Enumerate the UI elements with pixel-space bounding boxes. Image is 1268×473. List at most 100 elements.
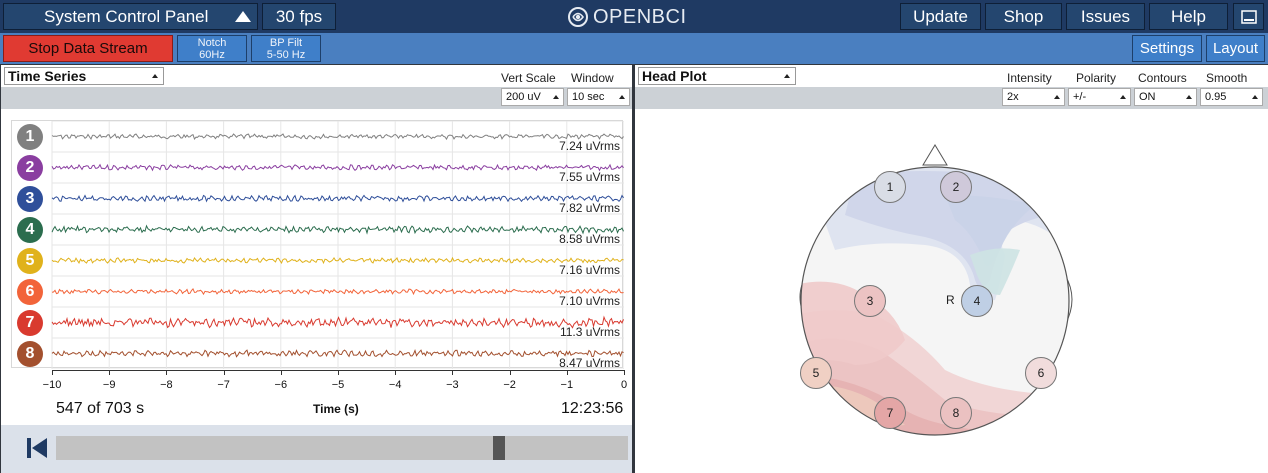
issues-button[interactable]: Issues	[1066, 3, 1145, 30]
axis-tick-label: −5	[331, 379, 345, 391]
electrode-7: 7	[874, 397, 906, 429]
contours-label: Contours	[1138, 71, 1187, 85]
update-button[interactable]: Update	[900, 3, 981, 30]
bandpass-value: 5-50 Hz	[266, 48, 306, 61]
window-button[interactable]	[1233, 3, 1264, 30]
channel-6-rms: 7.10 uVrms	[559, 293, 620, 308]
contours-value: ON	[1139, 91, 1156, 103]
nose-shape	[922, 144, 948, 166]
help-button[interactable]: Help	[1149, 3, 1228, 30]
window-label: Window	[571, 71, 614, 85]
channel-4-rms: 8.58 uVrms	[559, 231, 620, 246]
widget-select-head-plot[interactable]: Head Plot	[638, 67, 796, 85]
time-series-traces	[51, 121, 624, 369]
time-series-plot[interactable]: 1 7.24 uVrms 2 7.55 uVrms 3 7.82 uVrms 4 8.58 u…	[11, 120, 624, 370]
smooth-value: 0.95	[1205, 91, 1227, 103]
electrode-6: 6	[1025, 357, 1057, 389]
axis-tick	[52, 370, 53, 375]
polarity-label: Polarity	[1076, 71, 1117, 85]
vert-scale-label: Vert Scale	[501, 71, 556, 85]
channel-6-trace	[51, 288, 624, 296]
vert-scale-dropdown[interactable]: 200 uV	[501, 88, 564, 106]
control-toolbar: Stop Data Stream Notch 60Hz BP Filt 5-50…	[0, 33, 1268, 64]
time-series-header: Time Series Vert Scale Window 200 uV 10 …	[1, 65, 632, 109]
notch-filter-button[interactable]: Notch 60Hz	[177, 35, 247, 62]
skip-back-icon[interactable]	[25, 436, 49, 460]
window-dropdown[interactable]: 10 sec	[567, 88, 630, 106]
time-axis: −10 −9 −8 −7 −6 −5 −4 −3 −2 −1 0	[1, 370, 632, 400]
channel-5-trace	[51, 256, 624, 265]
notch-value: 60Hz	[199, 48, 225, 61]
channel-2-button[interactable]: 2	[17, 154, 43, 181]
channel-1-trace	[51, 133, 624, 141]
polarity-dropdown[interactable]: +/-	[1068, 88, 1131, 106]
head-plot-header: Head Plot Intensity Polarity Contours Sm…	[635, 65, 1268, 109]
channel-8-button[interactable]: 8	[17, 340, 43, 367]
widget-select-label: Head Plot	[642, 68, 707, 84]
intensity-label: Intensity	[1007, 71, 1052, 85]
openbci-logo-icon	[568, 7, 588, 27]
channel-5-button[interactable]: 5	[17, 247, 43, 274]
axis-tick-label: −7	[217, 379, 230, 391]
axis-tick	[338, 370, 339, 375]
caret-up-icon	[553, 95, 559, 99]
caret-up-icon	[1186, 95, 1192, 99]
scrubber-handle[interactable]	[492, 436, 505, 460]
system-control-panel-button[interactable]: System Control Panel	[3, 3, 258, 30]
channel-6-button[interactable]: 6	[17, 278, 43, 305]
channel-2-trace	[51, 163, 624, 172]
axis-tick-label: −1	[560, 379, 574, 391]
time-series-panel: Time Series Vert Scale Window 200 uV 10 …	[1, 65, 632, 473]
channel-5-rms: 7.16 uVrms	[559, 262, 620, 277]
axis-tick	[109, 370, 111, 375]
playback-scrubber[interactable]	[56, 436, 628, 460]
caret-up-icon	[152, 74, 158, 78]
shop-button[interactable]: Shop	[985, 3, 1062, 30]
channel-7-trace	[51, 315, 624, 329]
channel-4-trace	[51, 224, 624, 235]
axis-tick-label: 0	[620, 379, 628, 391]
time-axis-title: Time (s)	[313, 402, 359, 416]
electrode-8: 8	[940, 397, 972, 429]
system-control-panel-label: System Control Panel	[44, 6, 209, 26]
playback-progress: 547 of 703 s	[56, 400, 145, 417]
axis-tick	[624, 370, 625, 375]
axis-tick	[166, 370, 168, 375]
axis-tick	[566, 370, 568, 375]
head-plot: 1 2 3 4 5 6 7 8 R	[795, 135, 1095, 455]
axis-tick	[280, 370, 282, 375]
layout-button[interactable]: Layout	[1206, 35, 1265, 62]
settings-button[interactable]: Settings	[1132, 35, 1202, 62]
smooth-dropdown[interactable]: 0.95	[1200, 88, 1263, 106]
intensity-value: 2x	[1007, 91, 1019, 103]
axis-tick-label: −10	[42, 379, 62, 391]
channel-3-button[interactable]: 3	[17, 185, 43, 212]
bandpass-label: BP Filt	[269, 36, 303, 49]
channel-8-rms: 8.47 uVrms	[559, 355, 620, 370]
channel-1-button[interactable]: 1	[17, 123, 43, 150]
channel-1-rms: 7.24 uVrms	[559, 138, 620, 153]
intensity-dropdown[interactable]: 2x	[1002, 88, 1065, 106]
widget-select-time-series[interactable]: Time Series	[4, 67, 164, 85]
window-value: 10 sec	[572, 91, 605, 103]
playback-bar	[1, 425, 632, 473]
axis-tick	[223, 370, 225, 375]
axis-tick-label: −2	[503, 379, 516, 391]
playback-clock: 12:23:56	[561, 400, 624, 417]
channel-7-button[interactable]: 7	[17, 309, 43, 336]
axis-tick	[452, 370, 454, 375]
contours-dropdown[interactable]: ON	[1134, 88, 1197, 106]
stop-data-stream-button[interactable]: Stop Data Stream	[3, 35, 173, 62]
caret-up-icon	[619, 95, 625, 99]
top-bar: System Control Panel 30 fps OPENBCI Upda…	[0, 0, 1268, 33]
channel-8-trace	[51, 348, 624, 358]
channel-4-button[interactable]: 4	[17, 216, 43, 243]
electrode-2: 2	[940, 171, 972, 203]
bandpass-filter-button[interactable]: BP Filt 5-50 Hz	[251, 35, 321, 62]
caret-up-icon	[1120, 95, 1126, 99]
electrode-4: 4	[961, 285, 993, 317]
axis-tick-label: −6	[274, 379, 288, 391]
head-topography	[799, 144, 1073, 436]
fps-button[interactable]: 30 fps	[262, 3, 336, 30]
vert-scale-value: 200 uV	[506, 91, 541, 103]
